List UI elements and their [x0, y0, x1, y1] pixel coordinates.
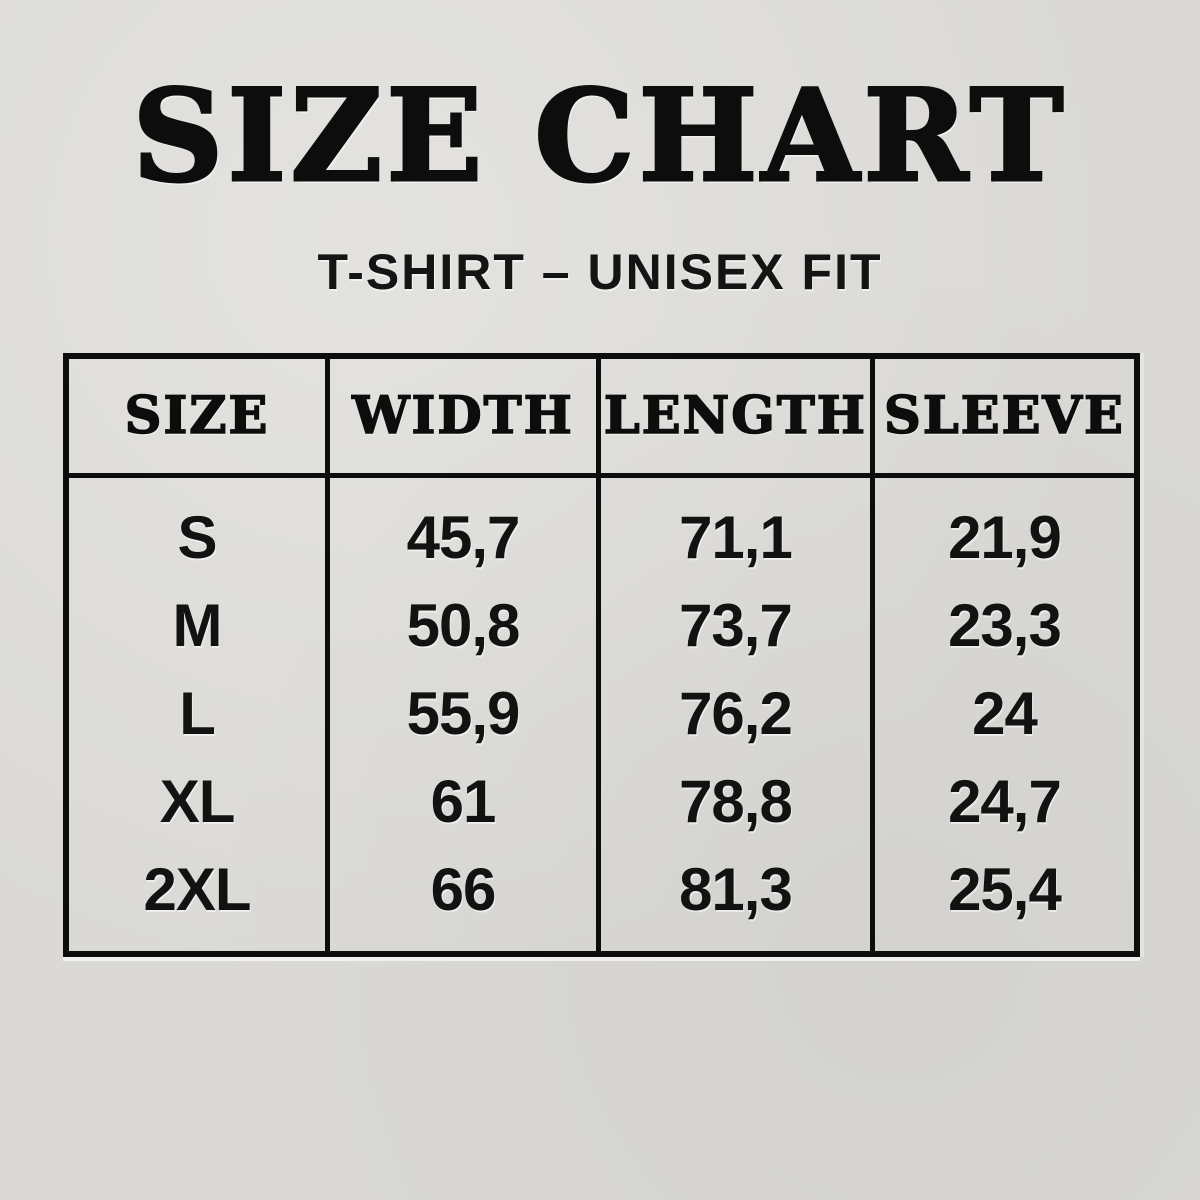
- size-label-l: L: [179, 679, 216, 747]
- size-label-m: M: [172, 592, 223, 660]
- page-title: SIZE CHART: [131, 61, 1068, 212]
- width-value-2xl: 66: [430, 855, 497, 923]
- length-value-m: 73,7: [679, 592, 793, 660]
- length-value-l: 76,2: [679, 679, 793, 747]
- header-width: WIDTH: [330, 359, 601, 473]
- header-size: SIZE: [69, 359, 331, 473]
- length-value-2xl: 81,3: [679, 855, 793, 923]
- column-sleeve: 21,9 23,3 24 24,7 25,4: [875, 478, 1134, 951]
- sleeve-value-xl: 24,7: [948, 767, 1062, 835]
- table-header-row: SIZE WIDTH LENGTH SLEEVE: [69, 359, 1134, 478]
- header-sleeve: SLEEVE: [883, 385, 1125, 447]
- width-value-xl: 61: [430, 767, 497, 835]
- width-value-s: 45,7: [406, 504, 521, 572]
- size-chart-table: SIZE WIDTH LENGTH SLEEVE S M L XL 2XL 45…: [63, 353, 1140, 957]
- size-label-xl: XL: [159, 767, 236, 835]
- length-value-xl: 78,8: [679, 767, 793, 835]
- length-value-s: 71,1: [679, 504, 793, 572]
- column-width: 45,7 50,8 55,9 61 66: [330, 478, 601, 951]
- sleeve-value-l: 24: [972, 679, 1038, 747]
- sleeve-value-s: 21,9: [948, 504, 1062, 572]
- column-size: S M L XL 2XL: [69, 478, 331, 951]
- width-value-m: 50,8: [406, 592, 521, 660]
- size-label-2xl: 2XL: [143, 855, 252, 923]
- size-label-s: S: [177, 504, 218, 572]
- sleeve-value-m: 23,3: [948, 592, 1062, 660]
- page-subtitle: T-SHIRT – UNISEX FIT: [317, 244, 883, 300]
- width-value-l: 55,9: [406, 679, 521, 747]
- sleeve-value-2xl: 25,4: [948, 855, 1062, 923]
- column-length: 71,1 73,7 76,2 78,8 81,3: [601, 478, 875, 951]
- table-body: S M L XL 2XL 45,7 50,8 55,9 61 66 71,1 7…: [69, 478, 1134, 951]
- header-length: LENGTH: [601, 359, 875, 473]
